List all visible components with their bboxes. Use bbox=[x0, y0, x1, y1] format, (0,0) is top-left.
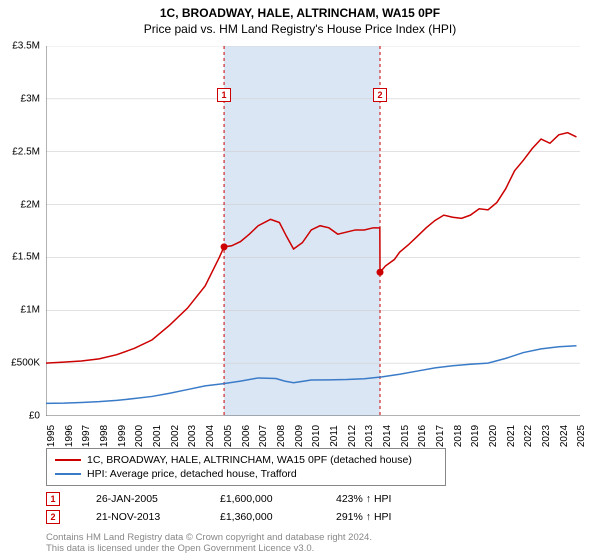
chart-container: 1C, BROADWAY, HALE, ALTRINCHAM, WA15 0PF… bbox=[0, 0, 600, 560]
legend-swatch-property bbox=[55, 459, 81, 461]
y-tick-label: £1M bbox=[21, 305, 40, 316]
footer: Contains HM Land Registry data © Crown c… bbox=[46, 532, 372, 555]
x-tick-label: 2001 bbox=[152, 425, 163, 447]
x-tick-label: 2007 bbox=[258, 425, 269, 447]
x-tick-label: 2025 bbox=[576, 425, 587, 447]
x-tick-label: 2000 bbox=[134, 425, 145, 447]
y-tick-label: £3.5M bbox=[12, 41, 40, 52]
x-tick-label: 2017 bbox=[435, 425, 446, 447]
x-tick-label: 2024 bbox=[559, 425, 570, 447]
x-tick-label: 2021 bbox=[506, 425, 517, 447]
x-tick-label: 2014 bbox=[382, 425, 393, 447]
marker-date: 26-JAN-2005 bbox=[96, 493, 184, 505]
x-tick-label: 2008 bbox=[276, 425, 287, 447]
x-tick-label: 1999 bbox=[117, 425, 128, 447]
marker-badge: 1 bbox=[46, 492, 60, 506]
legend-row-property: 1C, BROADWAY, HALE, ALTRINCHAM, WA15 0PF… bbox=[55, 453, 437, 467]
x-tick-label: 2019 bbox=[470, 425, 481, 447]
marker-price: £1,600,000 bbox=[220, 493, 300, 505]
legend-swatch-hpi bbox=[55, 473, 81, 475]
x-tick-label: 2003 bbox=[187, 425, 198, 447]
footer-line1: Contains HM Land Registry data © Crown c… bbox=[46, 532, 372, 543]
x-tick-label: 2013 bbox=[364, 425, 375, 447]
x-tick-label: 2023 bbox=[541, 425, 552, 447]
plot-svg bbox=[46, 46, 580, 416]
x-tick-label: 2012 bbox=[347, 425, 358, 447]
y-tick-label: £3M bbox=[21, 93, 40, 104]
footer-line2: This data is licensed under the Open Gov… bbox=[46, 543, 314, 554]
x-axis-labels: 1995 1996 1997 1998 1999 2000 2001 2002 2003 2004… bbox=[46, 416, 580, 448]
legend-label-hpi: HPI: Average price, detached house, Traf… bbox=[87, 468, 297, 480]
x-tick-label: 1998 bbox=[99, 425, 110, 447]
y-axis-labels: £0£500K£1M£1.5M£2M£2.5M£3M£3.5M bbox=[0, 46, 44, 416]
x-tick-label: 2016 bbox=[417, 425, 428, 447]
markers-table: 1 26-JAN-2005 £1,600,000 423% ↑ HPI 2 21-NOV-… bbox=[46, 490, 391, 526]
x-tick-label: 2004 bbox=[205, 425, 216, 447]
y-tick-label: £0 bbox=[29, 411, 40, 422]
x-tick-label: 2022 bbox=[523, 425, 534, 447]
x-tick-label: 2002 bbox=[170, 425, 181, 447]
chart-subtitle: Price paid vs. HM Land Registry's House … bbox=[0, 20, 600, 36]
marker-row: 1 26-JAN-2005 £1,600,000 423% ↑ HPI bbox=[46, 490, 391, 508]
x-tick-label: 2006 bbox=[241, 425, 252, 447]
x-tick-label: 2018 bbox=[453, 425, 464, 447]
x-tick-label: 1996 bbox=[64, 425, 75, 447]
x-tick-label: 2015 bbox=[400, 425, 411, 447]
marker-pct: 423% ↑ HPI bbox=[336, 493, 391, 505]
marker-row: 2 21-NOV-2013 £1,360,000 291% ↑ HPI bbox=[46, 508, 391, 526]
marker-price: £1,360,000 bbox=[220, 511, 300, 523]
marker-pct: 291% ↑ HPI bbox=[336, 511, 391, 523]
marker-badge: 2 bbox=[46, 510, 60, 524]
x-tick-label: 2010 bbox=[311, 425, 322, 447]
y-tick-label: £2.5M bbox=[12, 146, 40, 157]
y-tick-label: £2M bbox=[21, 199, 40, 210]
x-tick-label: 2020 bbox=[488, 425, 499, 447]
legend-label-property: 1C, BROADWAY, HALE, ALTRINCHAM, WA15 0PF… bbox=[87, 454, 412, 466]
x-tick-label: 2009 bbox=[294, 425, 305, 447]
legend: 1C, BROADWAY, HALE, ALTRINCHAM, WA15 0PF… bbox=[46, 448, 446, 486]
x-tick-label: 1995 bbox=[46, 425, 57, 447]
marker-date: 21-NOV-2013 bbox=[96, 511, 184, 523]
x-tick-label: 2011 bbox=[329, 425, 340, 447]
plot-area: 12 bbox=[46, 46, 580, 416]
marker-flag-1: 1 bbox=[217, 88, 231, 102]
legend-row-hpi: HPI: Average price, detached house, Traf… bbox=[55, 467, 437, 481]
y-tick-label: £500K bbox=[11, 358, 40, 369]
chart-title: 1C, BROADWAY, HALE, ALTRINCHAM, WA15 0PF bbox=[0, 0, 600, 20]
marker-flag-2: 2 bbox=[373, 88, 387, 102]
x-tick-label: 2005 bbox=[223, 425, 234, 447]
y-tick-label: £1.5M bbox=[12, 252, 40, 263]
x-tick-label: 1997 bbox=[81, 425, 92, 447]
